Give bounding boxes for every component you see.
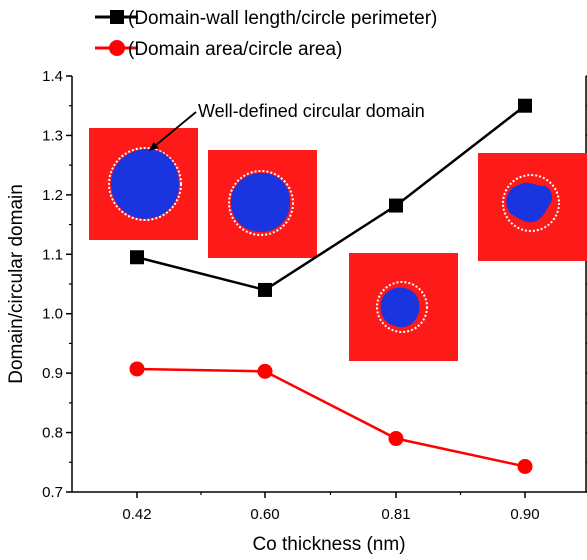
inset-domain [230, 173, 291, 232]
series-layer [129, 98, 533, 474]
series-1-point [130, 250, 144, 265]
inset-domain [380, 287, 420, 328]
inset-image-1 [89, 128, 198, 240]
y-tick-label: 0.9 [42, 365, 63, 382]
y-tick-label: 0.7 [42, 484, 63, 501]
legend-marker-series-1 [110, 10, 124, 24]
series-2-line [136, 367, 526, 468]
inset-domain [506, 182, 553, 223]
y-tick-label: 1.3 [42, 127, 63, 144]
series-1-point [258, 282, 272, 297]
y-axis-title: Domain/circular domain [6, 184, 27, 384]
inset-reference-circle [502, 174, 560, 232]
legend-label-series-1: (Domain-wall length/circle perimeter) [128, 8, 437, 29]
x-axis-title: Co thickness (nm) [252, 534, 405, 555]
inset-reference-circle [108, 147, 182, 221]
series-2-point [257, 363, 273, 379]
x-axis-ticks: 0.42 0.60 0.81 0.90 [122, 492, 540, 523]
series-2-point [517, 458, 533, 474]
series-1-line [136, 104, 526, 292]
x-tick-label: 0.90 [510, 506, 539, 523]
series-2-point [388, 431, 404, 447]
series-2-point [129, 361, 145, 377]
legend-entry-series-1: (Domain-wall length/circle perimeter) [95, 8, 437, 29]
legend-label-series-2: (Domain area/circle area) [128, 39, 342, 60]
legend-entry-series-2: (Domain area/circle area) [95, 39, 342, 60]
annotation-label: Well-defined circular domain [198, 101, 425, 121]
x-tick-label: 0.60 [250, 506, 279, 523]
inset-image-4 [478, 153, 587, 261]
x-tick-label: 0.81 [381, 506, 410, 523]
y-tick-label: 1.1 [42, 246, 63, 263]
y-tick-label: 0.8 [42, 425, 63, 442]
series-1-point [389, 198, 403, 213]
series-1-point [518, 98, 532, 113]
inset-image-2 [208, 150, 317, 258]
inset-reference-circle [376, 281, 428, 333]
annotation-arrow [149, 111, 197, 151]
y-tick-label: 1.4 [42, 68, 63, 85]
y-tick-label: 1.2 [42, 187, 63, 204]
y-axis-ticks: 0.7 0.8 0.9 1.0 1.1 1.2 1.3 1.4 [42, 68, 587, 501]
legend: (Domain-wall length/circle perimeter) (D… [95, 8, 437, 60]
inset-reference-circle [228, 170, 294, 236]
inset-image-3 [349, 253, 458, 361]
legend-marker-series-2 [109, 40, 125, 56]
x-tick-label: 0.42 [122, 506, 151, 523]
y-tick-label: 1.0 [42, 306, 63, 323]
annotation: Well-defined circular domain [149, 101, 425, 151]
inset-domain [110, 148, 180, 219]
